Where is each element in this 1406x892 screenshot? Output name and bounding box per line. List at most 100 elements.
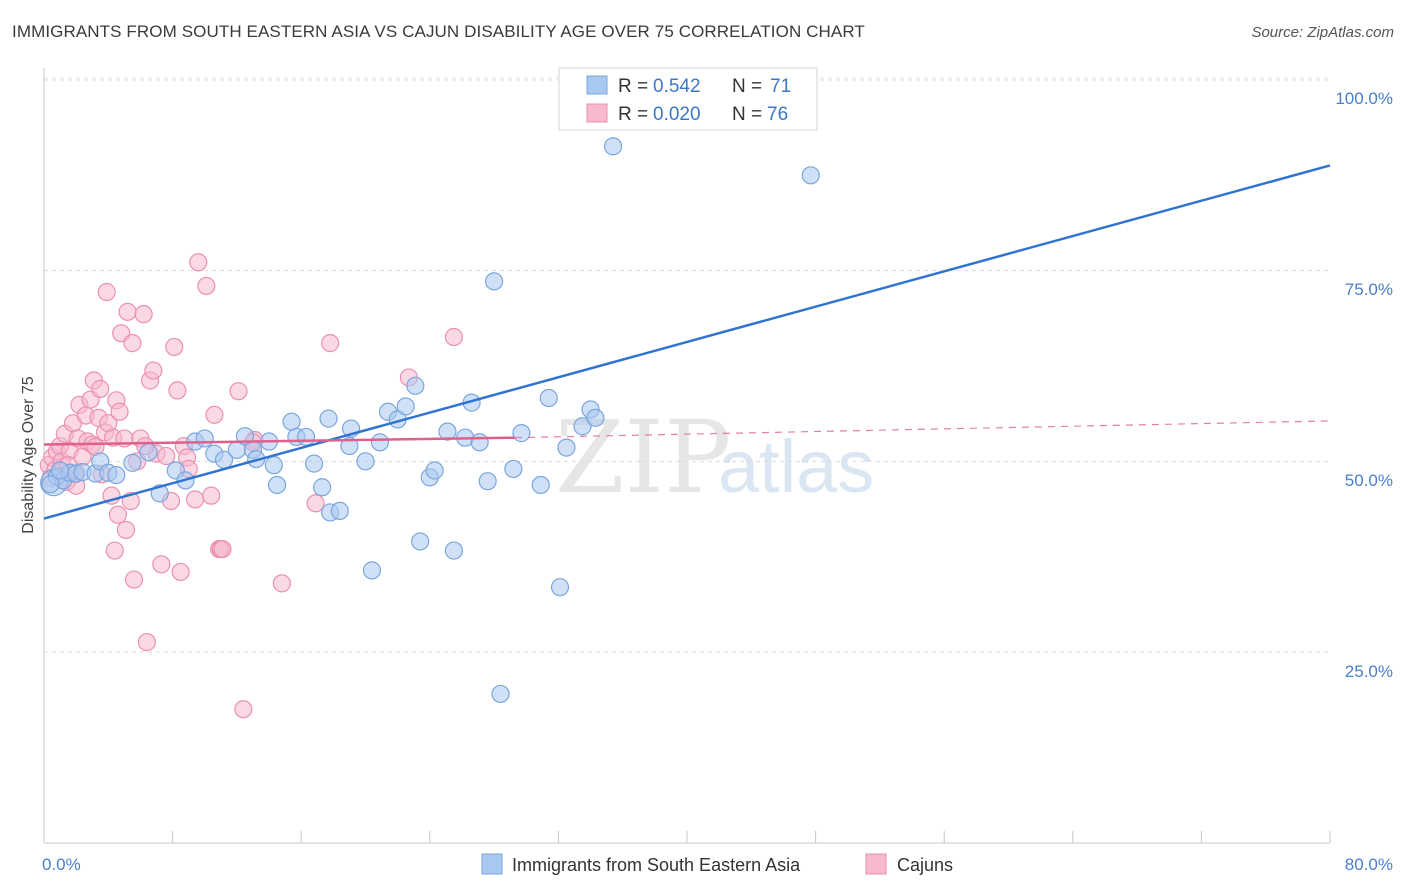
y-tick-label-25: 25.0% xyxy=(1345,662,1393,681)
cajuns-point-29 xyxy=(105,541,124,560)
y-axis-title: Disability Age Over 75 xyxy=(20,376,37,534)
cajuns-point-47 xyxy=(152,555,171,574)
sea-immigrants-point-47 xyxy=(444,541,464,560)
cajuns-point-38 xyxy=(123,334,142,353)
cajuns-point-39 xyxy=(124,570,144,589)
cajuns-point-70 xyxy=(444,327,464,347)
stats-r-value-pink: 0.020 xyxy=(653,104,701,125)
sea-immigrants-point-63 xyxy=(603,137,623,156)
cajuns-trendline-extension xyxy=(514,420,1331,439)
stats-n-label-pink: N = xyxy=(732,104,762,125)
cajuns-point-67 xyxy=(306,494,325,513)
x-tick-label-max: 80.0% xyxy=(1345,855,1393,874)
legend-label-cajuns: Cajuns xyxy=(897,855,953,875)
cajuns-trendline xyxy=(43,436,516,446)
cajuns-point-48 xyxy=(157,446,176,466)
legend-swatch-cajuns xyxy=(865,853,887,875)
cajuns-point-68 xyxy=(321,334,340,353)
sea-immigrants-point-59 xyxy=(557,438,576,457)
stats-r-value-blue: 0.542 xyxy=(653,76,701,97)
sea-immigrants-point-51 xyxy=(478,472,497,491)
series-legend: Immigrants from South Eastern Asia Cajun… xyxy=(481,853,953,875)
cajuns-point-52 xyxy=(171,562,190,582)
trend-lines xyxy=(43,164,1331,520)
cajuns-point-59 xyxy=(205,405,224,424)
y-tick-label-50: 50.0% xyxy=(1345,471,1393,490)
cajuns-point-66 xyxy=(272,574,292,593)
cajuns-point-25 xyxy=(97,282,116,302)
cajuns-point-64 xyxy=(234,700,253,719)
sea-immigrants-point-36 xyxy=(356,452,375,471)
sea-immigrants-point-41 xyxy=(396,397,415,416)
cajuns-point-45 xyxy=(144,361,163,380)
sea-immigrants-point-53 xyxy=(491,684,510,704)
stats-n-value-pink: 76 xyxy=(767,104,788,125)
sea-immigrants-point-42 xyxy=(406,376,425,395)
sea-immigrants-point-70 xyxy=(50,461,70,480)
cajuns-point-51 xyxy=(168,381,187,400)
sea-immigrants-point-29 xyxy=(304,454,324,473)
sea-immigrants-point-52 xyxy=(485,272,504,291)
grid-layer xyxy=(44,77,1330,653)
stats-n-value-blue: 71 xyxy=(770,76,791,97)
sea-immigrants-point-24 xyxy=(264,456,283,475)
sea-immigrants-point-54 xyxy=(504,459,523,479)
source-credit: Source: ZipAtlas.com xyxy=(1251,24,1394,41)
cajuns-point-43 xyxy=(137,632,156,652)
sea-immigrants-point-30 xyxy=(312,478,332,497)
cajuns-point-50 xyxy=(165,337,184,357)
stats-r-label-blue: R = xyxy=(618,76,648,97)
cajuns-point-55 xyxy=(186,490,205,509)
stats-legend-swatch-pink xyxy=(586,103,608,123)
legend-label-sea-immigrants: Immigrants from South Eastern Asia xyxy=(512,855,801,875)
sea-immigrants-point-57 xyxy=(539,388,558,408)
y-tick-label-75: 75.0% xyxy=(1345,280,1393,299)
sea-immigrants-point-50 xyxy=(470,433,489,452)
sea-immigrants-point-26 xyxy=(282,412,301,431)
cajuns-point-22 xyxy=(91,379,110,398)
sea-immigrants-point-66 xyxy=(801,166,820,185)
cajuns-point-32 xyxy=(110,402,129,421)
sea-immigrants-point-33 xyxy=(330,501,349,521)
stats-n-label-blue: N = xyxy=(732,76,762,97)
y-tick-label-100: 100.0% xyxy=(1335,89,1393,108)
stats-legend-swatch-blue xyxy=(586,75,608,95)
sea-immigrants-point-60 xyxy=(573,417,592,436)
stats-r-label-pink: R = xyxy=(618,104,648,125)
cajuns-point-31 xyxy=(108,505,128,524)
sea-immigrants-point-62 xyxy=(586,408,605,427)
sea-immigrants-point-56 xyxy=(531,475,550,495)
sea-immigrants-point-45 xyxy=(425,461,444,480)
chart-title: IMMIGRANTS FROM SOUTH EASTERN ASIA VS CA… xyxy=(12,22,865,41)
cajuns-point-35 xyxy=(116,520,136,540)
cajuns-point-36 xyxy=(118,302,137,321)
sea-immigrants-point-9 xyxy=(107,465,126,485)
sea-immigrants-point-34 xyxy=(340,436,359,456)
x-tick-label-min: 0.0% xyxy=(42,855,81,874)
cajuns-point-57 xyxy=(197,276,216,296)
cajuns-points xyxy=(39,253,464,719)
sea-immigrants-point-11 xyxy=(139,443,158,462)
cajuns-point-63 xyxy=(229,382,248,401)
sea-immigrants-point-38 xyxy=(370,433,390,452)
sea-immigrants-point-31 xyxy=(319,409,338,428)
sea-immigrants-point-28 xyxy=(296,427,316,447)
cajuns-point-58 xyxy=(202,486,221,505)
sea-immigrants-points xyxy=(40,70,820,704)
legend-swatch-sea-immigrants xyxy=(481,853,503,875)
cajuns-point-56 xyxy=(189,253,208,272)
sea-immigrants-point-37 xyxy=(362,561,382,580)
sea-immigrants-point-25 xyxy=(267,475,287,495)
sea-immigrants-point-16 xyxy=(195,429,214,448)
sea-immigrants-point-55 xyxy=(512,424,531,443)
sea-immigrants-point-10 xyxy=(123,453,142,472)
watermark-zip: ZIP xyxy=(555,399,731,516)
sea-immigrants-point-43 xyxy=(411,532,430,551)
cajuns-point-62 xyxy=(213,539,232,559)
sea-immigrants-point-46 xyxy=(438,422,457,441)
sea-immigrants-trendline xyxy=(43,164,1331,520)
sea-immigrants-point-58 xyxy=(550,578,570,597)
sea-immigrants-point-69 xyxy=(41,475,60,494)
cajuns-point-42 xyxy=(134,305,153,324)
